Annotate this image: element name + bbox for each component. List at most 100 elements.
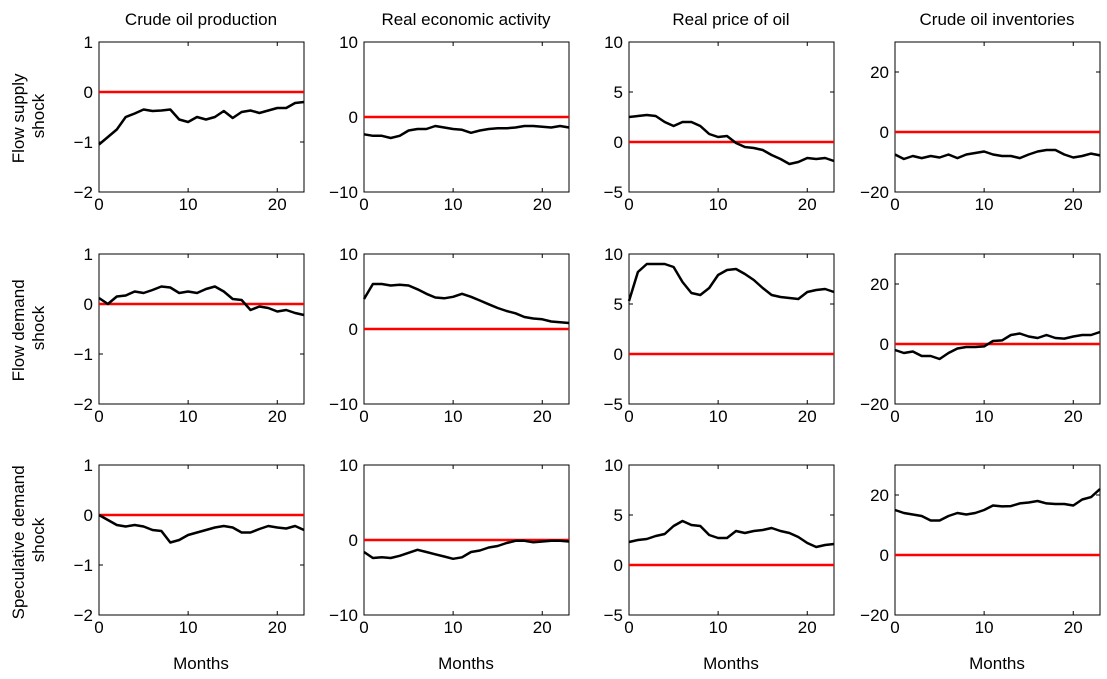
y-tick-label: 10	[339, 245, 358, 264]
x-tick-label: 10	[709, 195, 728, 214]
row-labels: Flow supply shock Flow demand shock Spec…	[9, 73, 48, 620]
row-label-flow-supply-line-1: Flow supply	[9, 73, 28, 163]
x-tick-label: 20	[1064, 618, 1083, 637]
x-tick-label: 10	[709, 407, 728, 426]
impulse-response-line	[98, 285, 305, 317]
y-tick-label: −1	[74, 133, 93, 152]
row-label-flow-demand-line-2: shock	[29, 305, 48, 350]
row-label-flow-demand-shock: Flow demand shock	[9, 275, 48, 382]
x-tick-label: 10	[444, 195, 463, 214]
y-tick-label: 0	[84, 295, 93, 314]
y-tick-label: 0	[880, 123, 889, 142]
x-axis-label-col-2: Months	[438, 654, 494, 673]
panel-r2-c1: 0 10 20 −2 −1 0 1	[74, 245, 305, 426]
axes-frame	[894, 464, 1101, 616]
x-tick-label: 10	[179, 407, 198, 426]
column-title-crude-oil-production: Crude oil production	[125, 10, 277, 29]
x-tick-label: 20	[533, 407, 552, 426]
y-tick-label: 0	[614, 133, 623, 152]
y-tick-label: 10	[604, 456, 623, 475]
y-tick-label: 10	[339, 456, 358, 475]
impulse-response-line	[628, 113, 835, 166]
x-tick-label: 0	[890, 407, 899, 426]
row-label-flow-supply-line-2: shock	[29, 93, 48, 138]
y-tick-label: 20	[870, 63, 889, 82]
impulse-response-line	[363, 539, 570, 561]
x-tick-label: 10	[975, 618, 994, 637]
x-tick-label: 0	[624, 618, 633, 637]
impulse-response-line	[894, 488, 1101, 522]
y-tick-label: 0	[880, 546, 889, 565]
x-tick-label: 20	[1064, 407, 1083, 426]
y-tick-label: −20	[860, 395, 889, 414]
x-tick-label: 20	[533, 618, 552, 637]
axes-frame	[894, 41, 1101, 193]
y-tick-label: 20	[870, 486, 889, 505]
x-tick-label: 0	[890, 618, 899, 637]
impulse-response-line	[894, 148, 1101, 161]
column-title-real-economic-activity: Real economic activity	[381, 10, 551, 29]
x-tick-label: 10	[444, 407, 463, 426]
x-tick-label: 20	[533, 195, 552, 214]
y-tick-label: 1	[84, 33, 93, 52]
impulse-response-line	[363, 124, 570, 140]
x-tick-label: 10	[179, 195, 198, 214]
panel-r3-c1: 0 10 20 −2 −1 0 1	[74, 456, 305, 637]
x-tick-label: 0	[94, 618, 103, 637]
y-tick-label: −5	[604, 606, 623, 625]
x-tick-label: 0	[94, 407, 103, 426]
column-titles: Crude oil production Real economic activ…	[125, 10, 1075, 29]
row-label-speculative-demand-shock: Speculative demand shock	[9, 461, 48, 620]
x-tick-label: 20	[268, 195, 287, 214]
x-tick-label: 0	[94, 195, 103, 214]
y-tick-label: 0	[349, 320, 358, 339]
y-tick-label: 10	[604, 33, 623, 52]
x-tick-label: 10	[709, 618, 728, 637]
row-label-speculative-demand-line-2: shock	[29, 517, 48, 562]
y-tick-label: 10	[604, 245, 623, 264]
column-title-real-price-of-oil: Real price of oil	[672, 10, 789, 29]
row-label-speculative-demand-line-1: Speculative demand	[9, 465, 28, 619]
y-tick-label: −5	[604, 395, 623, 414]
y-tick-label: −20	[860, 606, 889, 625]
axes-frame	[628, 253, 835, 405]
x-tick-label: 0	[359, 618, 368, 637]
column-title-crude-oil-inventories: Crude oil inventories	[920, 10, 1075, 29]
x-axis-labels: Months Months Months Months	[173, 654, 1025, 673]
x-tick-label: 10	[975, 195, 994, 214]
x-tick-label: 10	[179, 618, 198, 637]
x-tick-label: 20	[268, 618, 287, 637]
x-axis-label-col-3: Months	[703, 654, 759, 673]
impulse-response-line	[894, 330, 1101, 361]
impulse-response-line	[627, 262, 835, 302]
x-tick-label: 20	[798, 195, 817, 214]
x-tick-label: 0	[890, 195, 899, 214]
x-tick-label: 20	[1064, 195, 1083, 214]
axes-frame	[98, 464, 305, 616]
impulse-response-line	[628, 519, 835, 549]
axes-frame	[894, 253, 1101, 405]
axes-frame	[98, 253, 305, 405]
y-tick-label: 1	[84, 245, 93, 264]
y-tick-label: 1	[84, 456, 93, 475]
x-tick-label: 20	[798, 618, 817, 637]
impulse-response-line	[98, 100, 305, 146]
y-tick-label: −10	[329, 183, 358, 202]
row-label-flow-demand-line-1: Flow demand	[9, 279, 28, 381]
y-tick-label: 10	[339, 33, 358, 52]
y-tick-label: 5	[614, 295, 623, 314]
impulse-response-line	[98, 513, 305, 544]
y-tick-label: 0	[349, 108, 358, 127]
y-tick-label: 0	[880, 335, 889, 354]
y-tick-label: −2	[74, 395, 93, 414]
